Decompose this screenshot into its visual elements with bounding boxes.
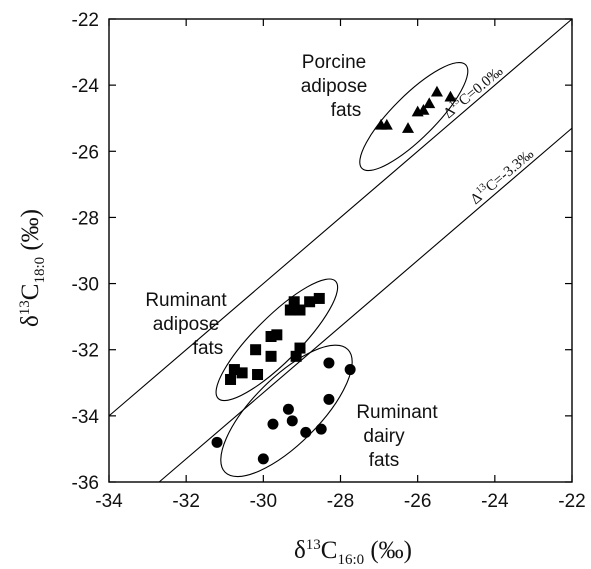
square-point [236, 367, 248, 379]
circle-point [323, 393, 335, 405]
square-point [313, 292, 325, 304]
axes: -34 -32 -30 -28 -26 -24 -22-36-34-32-30-28-26-… [72, 10, 586, 512]
square-point [265, 350, 277, 362]
circle-point [315, 423, 327, 435]
y-tick-label: -34 [72, 407, 100, 428]
group-label: Ruminant dairy fats [356, 402, 438, 471]
square-point [294, 304, 306, 316]
square-point [252, 369, 264, 381]
group-ellipses [215, 61, 469, 478]
y-tick-label: -36 [72, 473, 99, 494]
group-label: Porcine adipose fats [301, 52, 368, 121]
square-point [284, 304, 296, 316]
y-tick-label: -24 [72, 76, 100, 97]
reference-line-label: Δ13C=-3.3‰ [467, 145, 537, 208]
x-tick-label: -26 [404, 491, 431, 512]
x-tick-label: -32 [172, 491, 199, 512]
y-tick-label: -30 [72, 275, 99, 296]
reference-line [108, 18, 573, 417]
x-tick-label: -24 [481, 491, 509, 512]
group-ellipse [359, 61, 469, 172]
x-tick-label: -28 [327, 491, 354, 512]
triangle-point [417, 103, 430, 115]
y-tick-label: -28 [72, 208, 99, 229]
data-points [211, 85, 457, 465]
reference-line [158, 127, 573, 483]
triangle-point [430, 85, 443, 97]
y-tick-label: -32 [72, 341, 99, 362]
square-point [294, 342, 306, 354]
y-tick-label: -22 [72, 10, 99, 31]
circle-point [267, 418, 279, 430]
square-point [250, 344, 262, 356]
square-point [271, 329, 283, 341]
square-point [290, 350, 302, 362]
circle-point [344, 364, 356, 376]
x-tick-label: -34 [95, 491, 123, 512]
triangle-point [380, 118, 393, 130]
square-point [265, 330, 277, 342]
circle-point [282, 403, 294, 415]
circle-point [286, 415, 298, 427]
x-tick-label: -22 [558, 491, 585, 512]
square-point [288, 296, 300, 308]
group-label: Ruminant adipose fats [145, 290, 227, 359]
triangle-point [402, 122, 415, 133]
x-tick-label: -30 [250, 491, 277, 512]
circle-point [257, 453, 269, 465]
y-tick-label: -26 [72, 142, 99, 163]
circle-point [300, 426, 312, 438]
x-axis-title: δ13C16:0 (‰) [294, 537, 412, 568]
triangle-point [444, 90, 457, 102]
square-point [225, 373, 237, 385]
circle-point [211, 436, 223, 448]
reference-line-label: Δ13C=0.0‰ [440, 62, 507, 122]
annotations: Porcine adipose fats Ruminant adipose fats Rum… [145, 52, 438, 471]
y-axis-title: δ13C18:0 (‰) [17, 209, 48, 327]
square-point [228, 364, 240, 376]
circle-point [323, 357, 335, 369]
square-point [304, 296, 316, 308]
triangle-point [423, 97, 436, 109]
